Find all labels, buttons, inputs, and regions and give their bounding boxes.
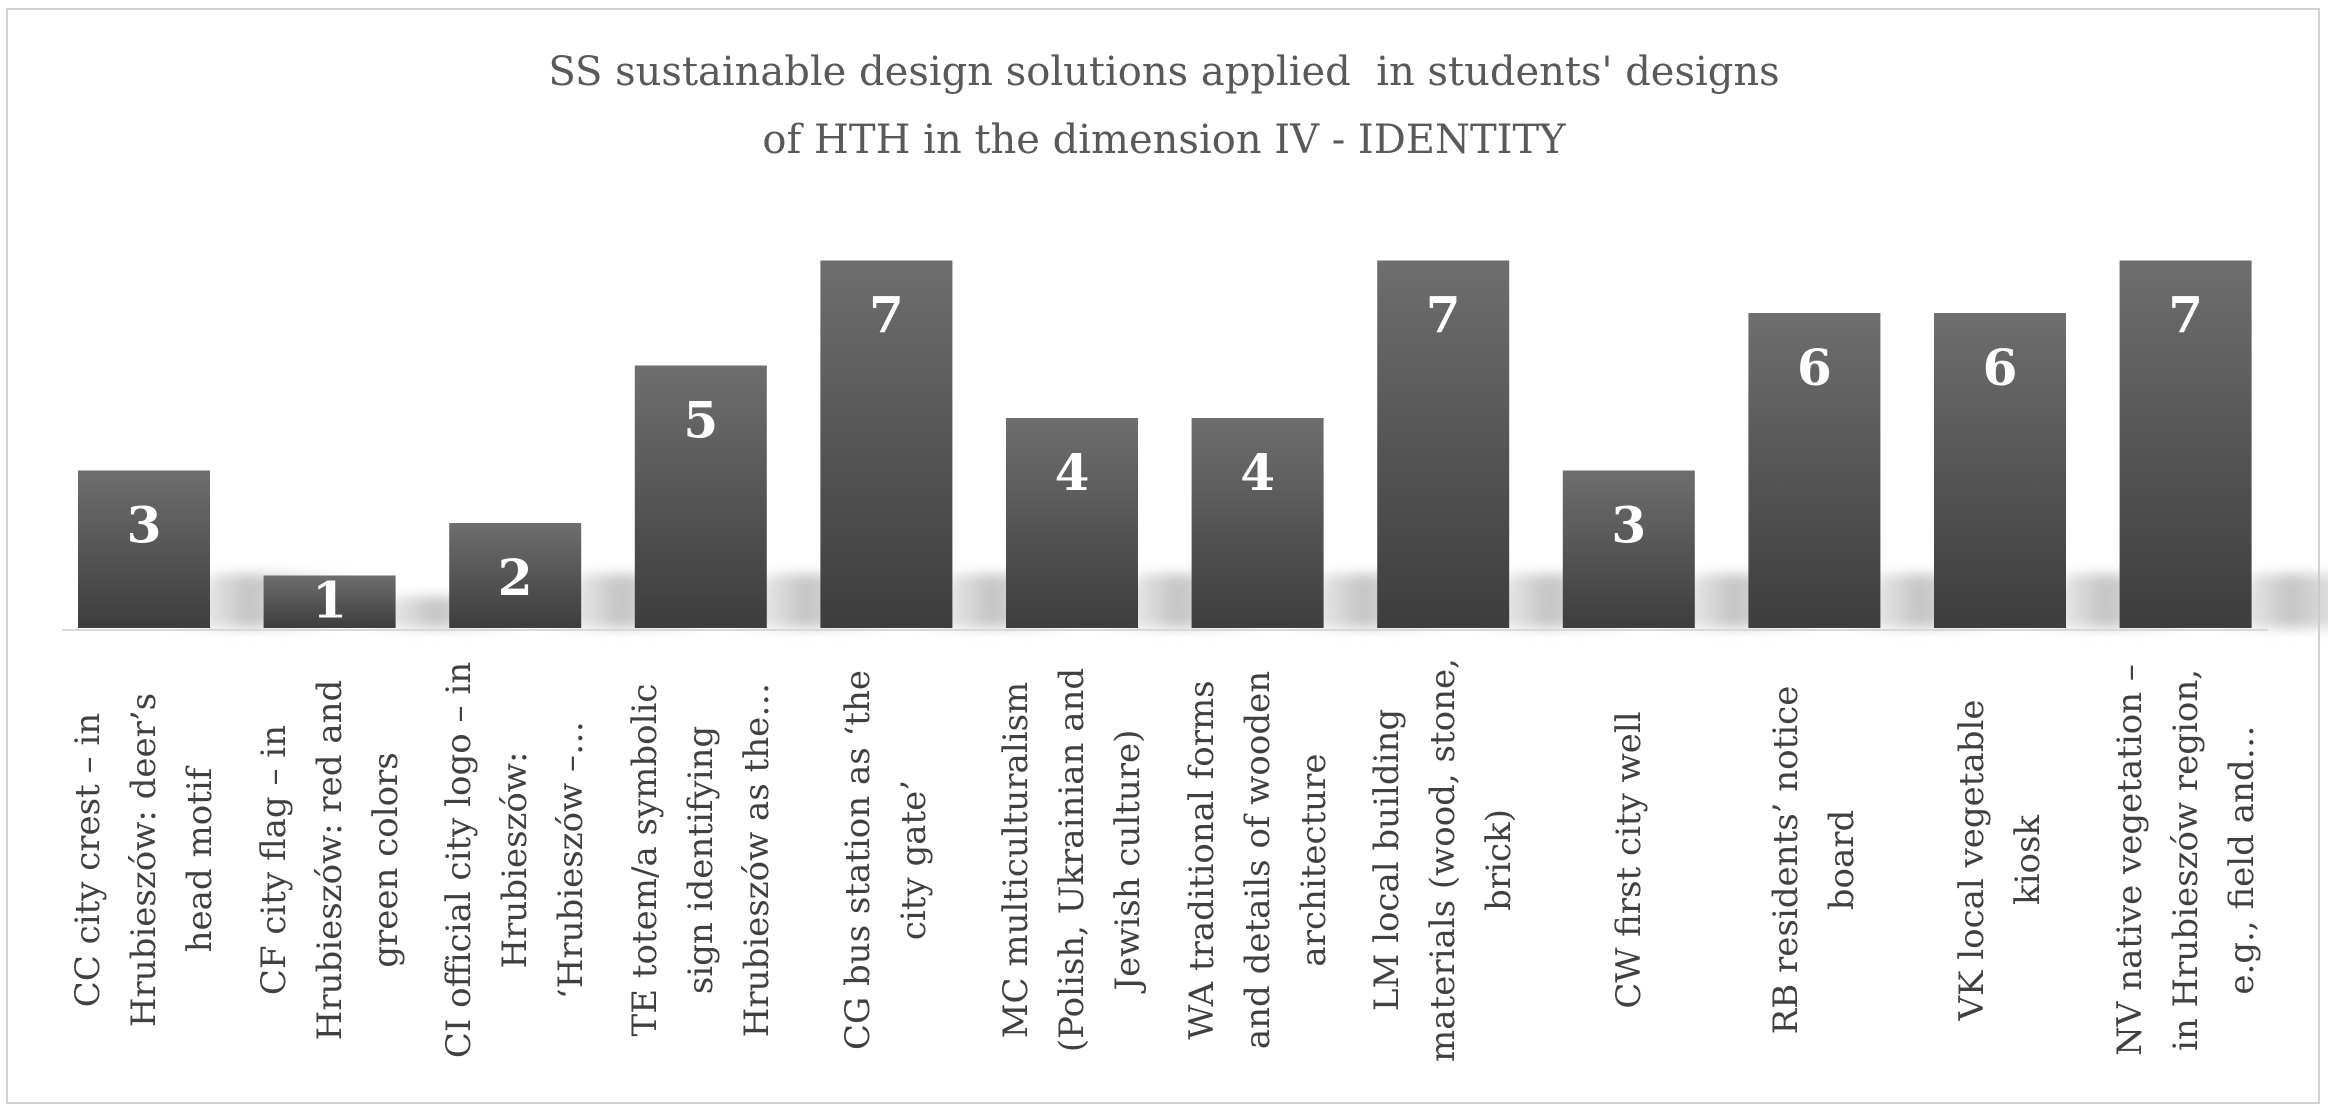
bar-value-label: 7 <box>869 286 904 345</box>
bar <box>1934 313 2066 628</box>
bar <box>1006 418 1138 628</box>
category-label: CF city flag – in Hrubieszów: red and gree… <box>245 640 415 1080</box>
category-label-line: materials (wood, stone, <box>1423 658 1464 1062</box>
category-label: LM local building materials (wood, stone,… <box>1358 640 1528 1080</box>
bar <box>634 365 767 628</box>
bar-value-label: 4 <box>1055 443 1090 502</box>
category-label: CG bus station as ‘the city gate’ <box>801 640 971 1080</box>
category-label-line: CG bus station as ‘the <box>838 670 879 1051</box>
category-label: CW first city well <box>1544 640 1714 1080</box>
bar-value-label: 2 <box>498 548 533 607</box>
category-label-line: e.g., field and… <box>2221 725 2262 995</box>
category-label-line: Jewish culture) <box>1108 729 1148 991</box>
bar <box>1748 313 1881 628</box>
category-label-line: LM local building <box>1367 708 1408 1012</box>
bar-value-label: 4 <box>1240 443 1275 502</box>
category-label-line: (Polish, Ukrainian and <box>1052 667 1092 1053</box>
category-label-line: VK local vegetable <box>1952 699 1992 1021</box>
category-label-line: CI official city logo – in <box>439 661 480 1059</box>
category-label: RB residents’ notice board <box>1729 640 1899 1080</box>
chart-title-line-1: SS sustainable design solutions applied … <box>548 49 1780 95</box>
category-label-line: and details of wooden <box>1237 670 1278 1050</box>
category-label-line: CW first city well <box>1608 711 1649 1009</box>
category-label-line: kiosk <box>2008 815 2048 905</box>
bar-value-label: 7 <box>2168 286 2203 345</box>
bar-value-label: 1 <box>312 571 347 630</box>
category-label-line: city gate’ <box>894 779 935 941</box>
category-label-line: MC multiculturalism <box>996 681 1036 1039</box>
category-label: NV native vegetation – in Hrubieszów regi… <box>2101 640 2271 1080</box>
bar <box>263 575 396 628</box>
category-label-line: head motif <box>180 767 220 953</box>
chart-title-line-2: of HTH in the dimension IV - IDENTITY <box>762 117 1566 163</box>
category-label: WA traditional forms and details of woode… <box>1173 640 1343 1080</box>
category-label-line: board <box>1822 809 1863 911</box>
category-label-line: WA traditional forms <box>1181 680 1222 1040</box>
category-label: CC city crest – in Hrubieszów: deer’s head… <box>59 640 229 1080</box>
category-label-line: Hrubieszów as the… <box>736 682 777 1038</box>
category-label-line: NV native vegetation – <box>2109 664 2150 1056</box>
bar <box>449 523 582 628</box>
category-label-line: sign identifying <box>680 725 721 995</box>
bar <box>78 470 210 628</box>
category-label: TE totem/a symbolic sign identifying Hrubi… <box>616 640 786 1080</box>
bar-value-label: 3 <box>127 496 162 555</box>
bar-value-label: 5 <box>683 391 718 450</box>
bar-value-label: 6 <box>1983 338 2018 397</box>
category-label-line: RB residents’ notice <box>1766 685 1807 1035</box>
category-label-line: Hrubieszów: deer’s <box>124 692 164 1028</box>
chart-title: SS sustainable design solutions applied … <box>0 38 2328 174</box>
bar-value-label: 6 <box>1797 338 1832 397</box>
category-label: MC multiculturalism (Polish, Ukrainian an… <box>987 640 1157 1080</box>
category-label-line: TE totem/a symbolic <box>624 683 665 1037</box>
category-label-line: Hrubieszów: red and <box>309 679 350 1041</box>
category-label-line: brick) <box>1479 809 1520 911</box>
category-label: VK local vegetable kiosk <box>1915 640 2085 1080</box>
bar-value-label: 3 <box>1611 496 1646 555</box>
category-label-line: in Hrubieszów region, <box>2165 668 2206 1052</box>
bar <box>2119 260 2252 628</box>
category-label-line: architecture <box>1293 753 1334 967</box>
bar <box>1562 470 1695 628</box>
bar <box>1377 260 1510 628</box>
category-label-line: CC city crest – in <box>68 712 108 1008</box>
category-label: CI official city logo – in Hrubieszów: ‘Hr… <box>430 640 600 1080</box>
bar <box>820 260 953 628</box>
bar-value-label: 7 <box>1426 286 1461 345</box>
category-label-line: ‘Hrubieszów –… <box>551 720 592 1000</box>
category-label-line: Hrubieszów: <box>495 751 536 969</box>
bar <box>1191 418 1324 628</box>
category-label-line: green colors <box>365 752 406 968</box>
category-label-line: CF city flag – in <box>253 724 294 996</box>
